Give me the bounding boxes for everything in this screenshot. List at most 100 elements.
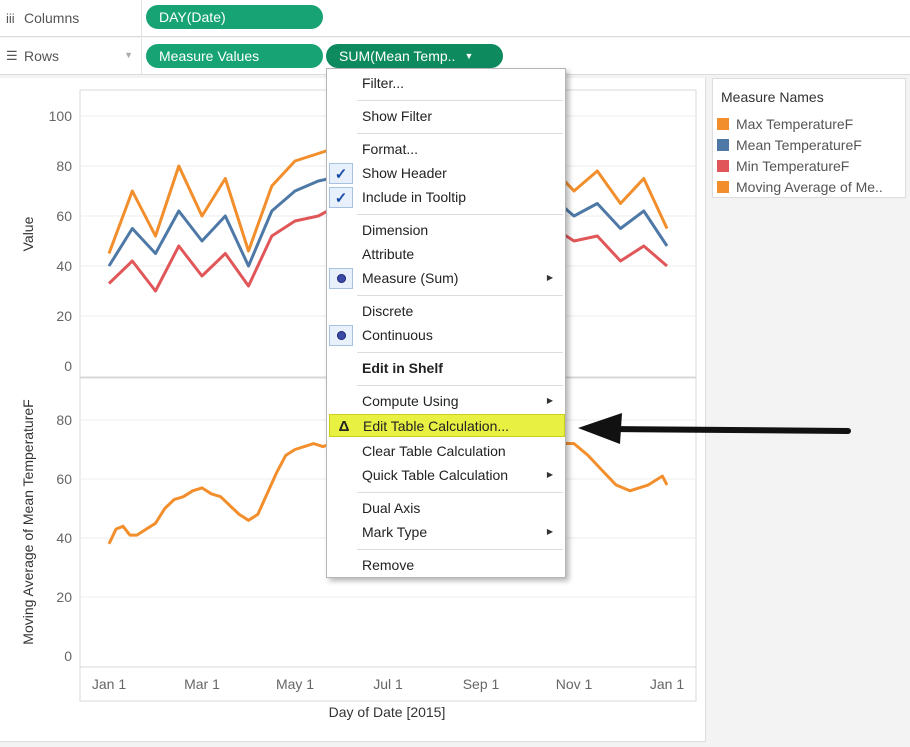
menu-item-label: Dimension [362,222,429,238]
legend-card: Measure Names Max TemperatureF Mean Temp… [712,78,906,198]
menu-item-show-header[interactable]: ✓ Show Header [327,162,565,185]
y-tick-label: 40 [56,530,72,546]
legend-item-moving-average[interactable]: Moving Average of Me.. [717,179,883,195]
menu-item-show-filter[interactable]: Show Filter [327,105,565,128]
menu-item-label: Show Header [362,165,447,181]
legend-item-mean[interactable]: Mean TemperatureF [717,137,862,153]
y-tick-label: 0 [64,358,72,374]
menu-item-label: Show Filter [362,108,433,124]
menu-item-label: Edit in Shelf [362,360,443,376]
menu-item-dual-axis[interactable]: Dual Axis [327,497,565,520]
menu-item-label: Clear Table Calculation [362,443,506,459]
legend-title: Measure Names [721,89,824,105]
rows-shelf: ☰ Rows ▼ Measure Values SUM(Mean Temp.. … [0,38,910,75]
legend-swatch [717,160,729,172]
annotation-arrow-head [578,413,622,444]
menu-separator [357,492,563,493]
x-tick-label: Jan 1 [92,676,126,692]
menu-item-label: Mark Type [362,524,428,540]
legend-item-max[interactable]: Max TemperatureF [717,116,853,132]
radio-icon [329,268,353,289]
menu-item-quick-table-calculation[interactable]: Quick Table Calculation ▶ [327,464,565,487]
y-tick-label: 60 [56,471,72,487]
menu-item-label: Continuous [362,327,433,343]
y-tick-label: 60 [56,208,72,224]
pill-day-date-label: DAY(Date) [159,9,226,25]
menu-item-continuous[interactable]: Continuous [327,324,565,347]
menu-item-label: Compute Using [362,393,459,409]
menu-item-include-in-tooltip[interactable]: ✓ Include in Tooltip [327,186,565,209]
menu-item-label: Include in Tooltip [362,189,467,205]
menu-separator [357,352,563,353]
submenu-arrow-icon: ▶ [546,396,553,405]
menu-item-dimension[interactable]: Dimension [327,219,565,242]
menu-item-label: Quick Table Calculation [362,467,509,483]
menu-separator [357,385,563,386]
columns-icon: iii [6,10,15,26]
rows-dropdown-icon[interactable]: ▼ [124,50,133,60]
y-tick-label: 20 [56,308,72,324]
y-tick-label: 20 [56,589,72,605]
menu-separator [357,295,563,296]
y-axis-label: Moving Average of Mean TemperatureF [20,399,36,644]
x-tick-label: Jan 1 [650,676,684,692]
check-icon: ✓ [329,187,353,208]
menu-item-remove[interactable]: Remove [327,554,565,577]
legend-label: Min TemperatureF [736,158,850,174]
delta-icon: Δ [338,418,350,435]
legend-label: Moving Average of Me.. [736,179,883,195]
legend-swatch [717,139,729,151]
menu-item-edit-in-shelf[interactable]: Edit in Shelf [327,357,565,380]
radio-icon [329,325,353,346]
y-tick-label: 80 [56,158,72,174]
y-axis-label: Value [20,216,36,251]
menu-item-mark-type[interactable]: Mark Type ▶ [327,521,565,544]
menu-separator [357,133,563,134]
menu-item-discrete[interactable]: Discrete [327,300,565,323]
menu-item-format[interactable]: Format... [327,138,565,161]
x-tick-label: May 1 [276,676,314,692]
menu-item-label: Measure (Sum) [362,270,459,286]
legend-swatch [717,181,729,193]
menu-item-filter[interactable]: Filter... [327,72,565,95]
menu-item-label: Filter... [362,75,405,91]
legend-label: Max TemperatureF [736,116,854,132]
visualization-area: 0 20 40 60 80 100 Value 0 20 40 60 80 Moving Average… [0,78,706,742]
menu-item-label: Edit Table Calculation... [363,418,510,434]
menu-separator [357,549,563,550]
menu-item-label: Dual Axis [362,500,421,516]
menu-item-label: Format... [362,141,419,157]
menu-item-measure-sum[interactable]: Measure (Sum) ▶ [327,267,565,290]
x-tick-label: Jul 1 [373,676,403,692]
annotation-arrow [578,413,851,444]
pill-measure-values-label: Measure Values [159,48,260,64]
pill-sum-mean-temp-label: SUM(Mean Temp.. [339,48,456,64]
menu-item-label: Attribute [362,246,415,262]
chevron-down-icon[interactable]: ▼ [464,51,474,61]
menu-item-attribute[interactable]: Attribute [327,243,565,266]
menu-item-edit-table-calculation[interactable]: Δ Edit Table Calculation... [329,414,565,437]
menu-separator [357,214,563,215]
x-axis-label: Day of Date [2015] [329,704,446,720]
columns-shelf-label: iii Columns [0,0,142,36]
pill-day-date[interactable]: DAY(Date) [146,5,323,29]
menu-item-label: Remove [362,557,415,573]
legend-item-min[interactable]: Min TemperatureF [717,158,849,174]
pill-measure-values[interactable]: Measure Values [146,44,323,68]
x-tick-label: Nov 1 [556,676,593,692]
menu-item-compute-using[interactable]: Compute Using ▶ [327,390,565,413]
series-line-2-1 [107,436,669,545]
check-icon: ✓ [329,163,353,184]
columns-shelf: iii Columns DAY(Date) [0,0,910,37]
legend-swatch [717,118,729,130]
annotation-arrow-shaft [607,426,851,434]
x-axis-band [79,666,697,702]
pill-sum-mean-temp[interactable]: SUM(Mean Temp.. ▼ [326,44,503,68]
legend-label: Mean TemperatureF [736,137,862,153]
context-menu: Filter... Show Filter Format... ✓ Show H… [326,68,566,578]
y-tick-label: 40 [56,258,72,274]
x-tick-label: Sep 1 [463,676,500,692]
y-tick-label: 100 [49,108,73,124]
menu-item-clear-table-calculation[interactable]: Clear Table Calculation [327,440,565,463]
menu-item-label: Discrete [362,303,414,319]
